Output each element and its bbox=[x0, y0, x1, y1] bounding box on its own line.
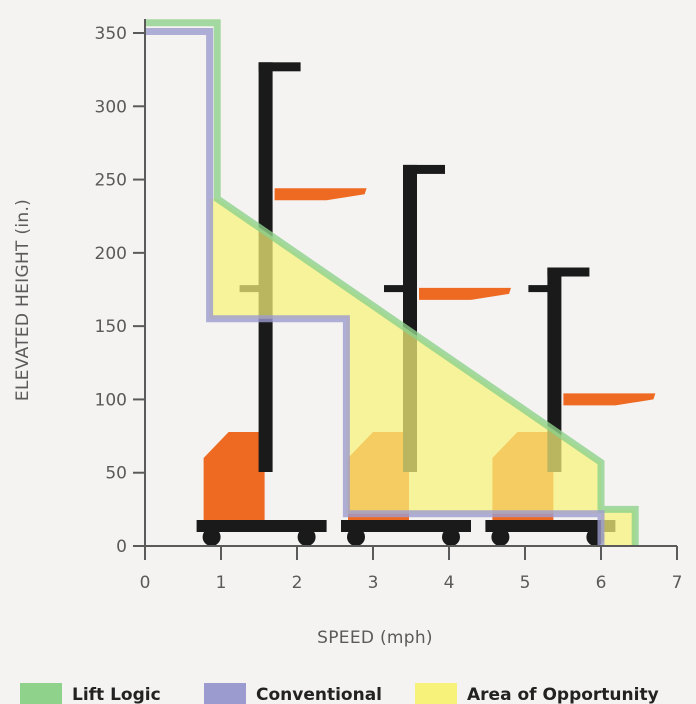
tick-labels: 0 50 100 150 200 250 300 350 0 1 2 3 4 5 6 7 bbox=[95, 24, 683, 593]
forklift-mast bbox=[547, 267, 562, 472]
legend-label: Lift Logic bbox=[72, 685, 161, 704]
forklift-chassis bbox=[196, 520, 327, 532]
series-lines bbox=[145, 19, 639, 546]
forklift-wheel bbox=[347, 528, 365, 546]
forklift-body bbox=[203, 432, 265, 530]
x-tick-label: 5 bbox=[520, 573, 531, 593]
forklift-mast-top bbox=[258, 62, 301, 72]
y-axis-title: ELEVATED HEIGHT (in.) bbox=[13, 199, 33, 401]
y-tick-label: 0 bbox=[116, 537, 127, 557]
x-tick-label: 1 bbox=[216, 573, 227, 593]
forklift-mast-top bbox=[403, 164, 445, 174]
forklift-mast-top bbox=[547, 267, 590, 277]
forklift-arm bbox=[384, 285, 406, 293]
y-tick-label: 150 bbox=[95, 317, 127, 337]
x-tick-label: 4 bbox=[444, 573, 455, 593]
series-line-lift-logic bbox=[145, 19, 639, 546]
legend-item-area-of-opportunity: Area of Opportunity bbox=[415, 683, 659, 704]
area-of-opportunity-region bbox=[209, 198, 636, 546]
legend-label: Conventional bbox=[256, 685, 382, 704]
area-of-opportunity bbox=[209, 198, 636, 546]
forklift-1 bbox=[196, 62, 367, 546]
y-tick-label: 200 bbox=[95, 244, 127, 264]
legend-item-lift-logic: Lift Logic bbox=[20, 683, 161, 704]
y-tick-label: 350 bbox=[95, 24, 127, 44]
forklift-chassis bbox=[341, 520, 471, 532]
forklift-wheel bbox=[202, 528, 221, 546]
forklift-fork bbox=[563, 393, 656, 406]
y-tick-label: 100 bbox=[95, 390, 127, 410]
x-tick-label: 6 bbox=[596, 573, 607, 593]
legend: Lift Logic Conventional Area of Opportunit… bbox=[20, 683, 659, 704]
forklift-chassis bbox=[485, 520, 616, 532]
legend-swatch bbox=[20, 683, 62, 704]
series-line-conventional bbox=[145, 28, 605, 546]
y-tick-label: 300 bbox=[95, 97, 127, 117]
x-tick-label: 2 bbox=[292, 573, 303, 593]
legend-item-conventional: Conventional bbox=[204, 683, 382, 704]
x-axis-title: SPEED (mph) bbox=[317, 628, 433, 648]
x-tick-label: 3 bbox=[368, 573, 379, 593]
legend-label: Area of Opportunity bbox=[467, 685, 659, 704]
y-tick-label: 250 bbox=[95, 171, 127, 191]
forklift-arm bbox=[528, 285, 551, 293]
legend-swatch bbox=[204, 683, 246, 704]
forklift-wheel bbox=[442, 528, 460, 546]
axes bbox=[133, 19, 678, 560]
forklift-fork bbox=[274, 188, 367, 201]
x-tick-label: 0 bbox=[140, 573, 151, 593]
forklift-wheel bbox=[297, 528, 316, 546]
forklift-fork bbox=[419, 287, 511, 300]
y-tick-label: 50 bbox=[105, 464, 127, 484]
forklift-wheel bbox=[491, 528, 510, 546]
legend-swatch bbox=[415, 683, 457, 704]
x-tick-label: 7 bbox=[672, 573, 683, 593]
